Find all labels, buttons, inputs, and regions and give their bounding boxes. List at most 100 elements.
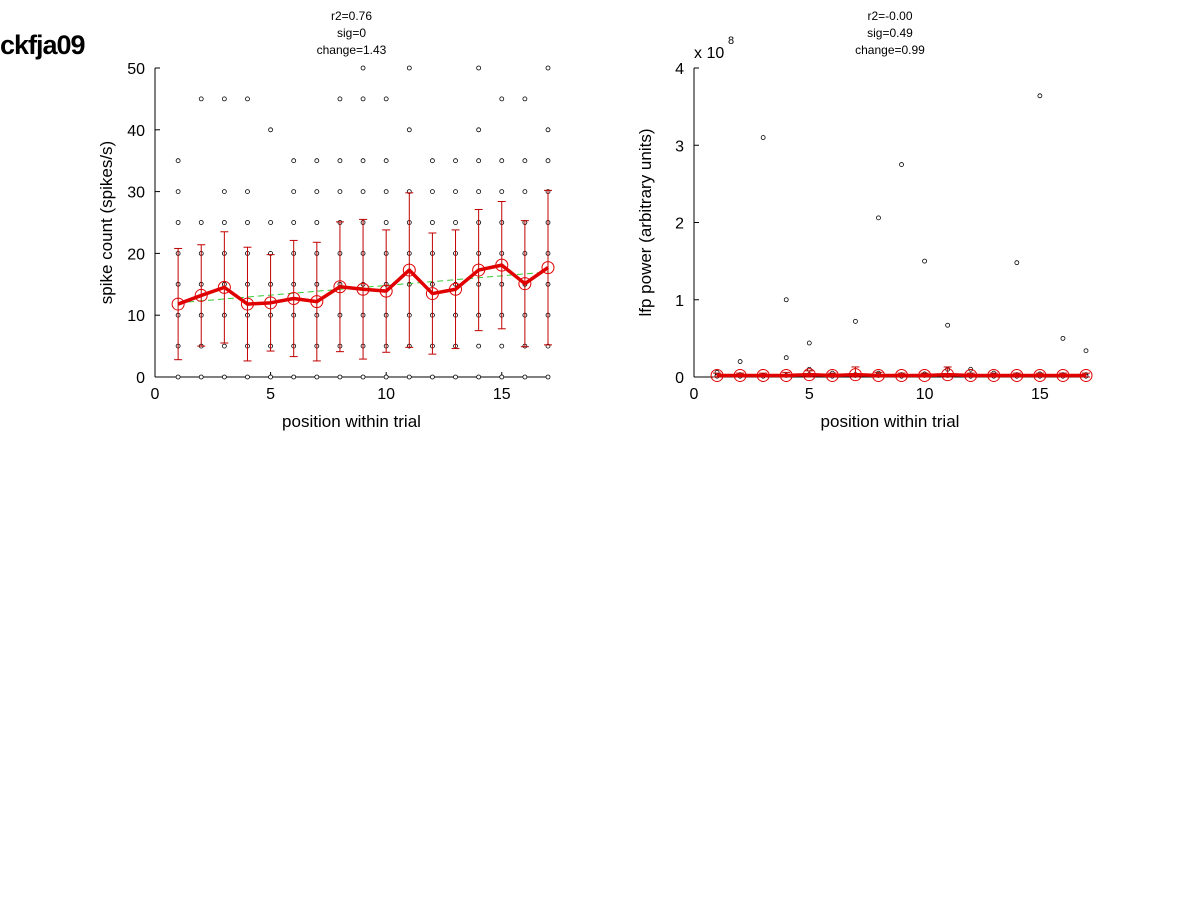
mean-marker (287, 292, 301, 306)
scatter-point (245, 374, 250, 380)
x-tick-label: 15 (493, 386, 511, 403)
scatter-point (945, 322, 951, 328)
scatter-point (522, 158, 528, 164)
scatter-point (476, 158, 482, 164)
mean-marker (379, 284, 393, 298)
scatter-point (198, 220, 204, 225)
mean-marker (472, 263, 486, 277)
mean-marker (848, 368, 862, 382)
scatter-point (245, 96, 250, 102)
y-tick-label: 40 (127, 123, 145, 140)
scatter-point (406, 65, 412, 71)
mean-marker (964, 368, 978, 382)
x-tick-label: 15 (1031, 386, 1049, 403)
scatter-point (406, 127, 412, 133)
scatter-point (476, 374, 482, 380)
scatter-point (853, 318, 858, 324)
y-tick-label: 1 (675, 293, 684, 310)
scatter-point (476, 189, 482, 195)
scatter-point (737, 359, 743, 364)
scatter-point (268, 374, 273, 380)
scatter-point (245, 220, 250, 225)
scatter-point (453, 158, 458, 164)
mean-marker (541, 261, 555, 275)
mean-marker (240, 297, 254, 311)
mean-marker (895, 368, 909, 382)
mean-marker (756, 368, 770, 382)
mean-marker (217, 280, 231, 294)
stat-line: sig=0.49 (867, 26, 913, 40)
scatter-point (499, 343, 505, 349)
stat-line: r2=-0.00 (867, 9, 912, 23)
scatter-point (314, 220, 320, 225)
scatter-point (1037, 93, 1043, 99)
scatter-point (806, 340, 812, 346)
scatter-point (476, 127, 482, 133)
scatter-point (383, 189, 389, 195)
scatter-point (175, 374, 181, 380)
scatter-point (291, 220, 297, 225)
scatter-point (175, 220, 181, 225)
x-axis-label: position within trial (282, 412, 421, 431)
lfp-power-chart: 0 5 10 15 0 1 2 3 4 position within trial lfp powe… (636, 9, 1093, 431)
mean-marker (779, 368, 793, 382)
scatter-point (314, 189, 320, 195)
stat-line: change=1.43 (317, 43, 387, 57)
mean-marker (733, 368, 747, 382)
scatter-point (291, 158, 297, 164)
scatter-point (383, 220, 389, 225)
y-axis-label: lfp power (arbitrary units) (636, 128, 655, 316)
mean-marker (449, 282, 463, 296)
scatter-point (430, 220, 435, 225)
mean-marker (356, 282, 370, 296)
scatter-point (175, 189, 181, 195)
mean-marker (871, 368, 885, 382)
x-tick-label: 5 (805, 386, 814, 403)
mean-line (177, 263, 549, 306)
scatter-point (360, 158, 366, 164)
y-tick-label: 3 (675, 138, 684, 155)
scatter-point (360, 374, 366, 380)
mean-marker (425, 287, 439, 301)
scatter-point (406, 374, 412, 380)
scatter-point (360, 96, 366, 102)
scatter-point (430, 374, 435, 380)
scatter-point (476, 343, 482, 349)
scatter-point (198, 374, 204, 380)
y-tick-label: 10 (127, 308, 145, 325)
scatter-point (268, 127, 273, 133)
scatter-point (1083, 348, 1089, 354)
stat-line: sig=0 (337, 26, 366, 40)
mean-marker (333, 280, 347, 294)
scatter-point (499, 189, 505, 195)
spike-count-chart: 0 5 10 15 0 10 20 30 40 50 position within trial sp… (97, 9, 555, 431)
scatter-point (175, 158, 181, 164)
scatter-point (314, 374, 320, 380)
exponent-power: 8 (728, 35, 734, 47)
scatter-point (1014, 260, 1020, 266)
scatter-point (268, 220, 273, 225)
x-tick-label: 10 (916, 386, 934, 403)
scatter-point (430, 189, 435, 195)
scatter-point (876, 215, 881, 221)
scatter-point (453, 189, 458, 195)
mean-marker (825, 368, 839, 382)
scatter-point (337, 96, 343, 102)
scatter-point (291, 374, 297, 380)
scatter-point (545, 127, 551, 133)
mean-marker (518, 277, 532, 291)
mean-marker (802, 368, 816, 382)
scatter-point (522, 374, 528, 380)
scatter-point (899, 162, 904, 167)
scatter-point (198, 96, 204, 102)
scatter-point (545, 158, 551, 164)
scatter-point (221, 96, 227, 102)
x-tick-label: 5 (266, 386, 275, 403)
stat-line: change=0.99 (855, 43, 925, 57)
scatter-point (476, 65, 482, 71)
x-tick-label: 10 (377, 386, 395, 403)
mean-marker (987, 368, 1001, 382)
mean-marker (310, 295, 324, 309)
scatter-point (383, 158, 389, 164)
